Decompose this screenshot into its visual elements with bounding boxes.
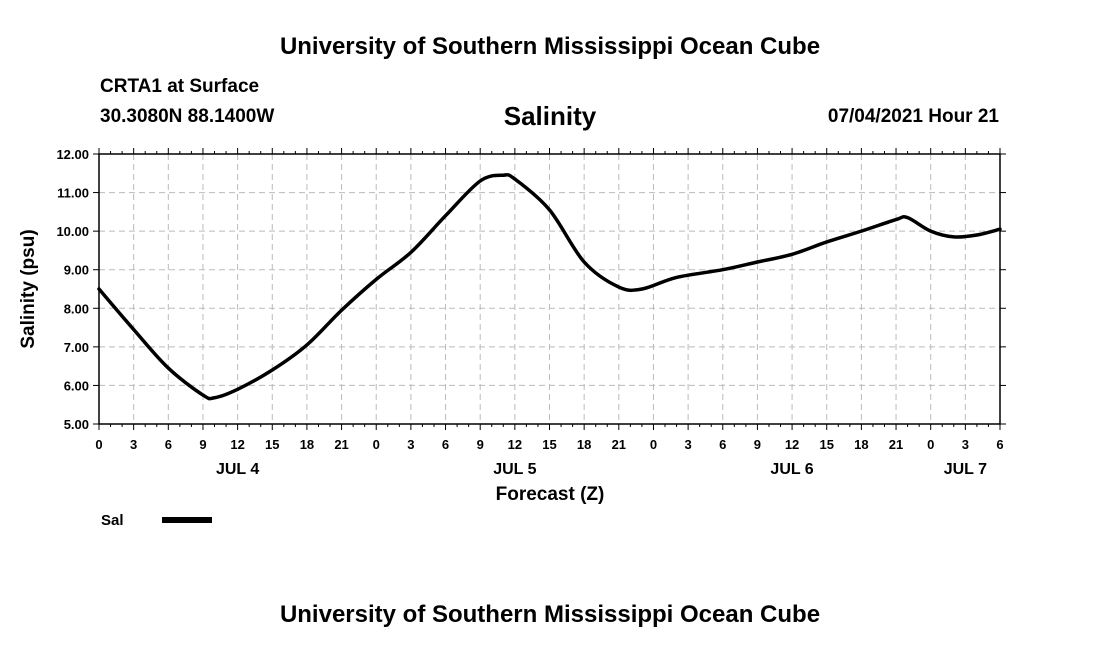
x-tick-label: 18 [300,437,314,452]
x-tick-label: 12 [230,437,244,452]
x-tick-label: 3 [130,437,137,452]
x-tick-label: 0 [927,437,934,452]
x-tick-label: 3 [962,437,969,452]
x-tick-label: 9 [199,437,206,452]
x-tick-label: 0 [95,437,102,452]
x-tick-label: 6 [442,437,449,452]
x-tick-label: 3 [407,437,414,452]
x-tick-label: 15 [265,437,279,452]
y-tick-label: 5.00 [64,417,89,432]
x-tick-label: 21 [612,437,626,452]
day-label: JUL 7 [944,461,987,478]
day-labels: JUL 4 JUL 5 JUL 6 JUL 7 [216,461,987,478]
y-axis-label: Salinity (psu) [18,229,39,348]
y-tick-label: 6.00 [64,378,89,393]
x-axis-ticks: 0 3 6 9 12 15 18 21 0 3 6 9 12 15 18 21 0 3 6 9 12 15 18 21 0 3 6 [95,148,1004,452]
x-tick-label: 21 [334,437,348,452]
x-tick-label: 21 [889,437,903,452]
legend-label: Sal [101,512,124,529]
x-tick-label: 6 [165,437,172,452]
y-tick-label: 7.00 [64,340,89,355]
x-tick-label: 3 [684,437,691,452]
variable-title: Salinity [503,101,597,131]
x-tick-label: 15 [542,437,556,452]
x-tick-label: 0 [650,437,657,452]
y-tick-label: 9.00 [64,263,89,278]
x-tick-label: 9 [477,437,484,452]
day-label: JUL 4 [216,461,259,478]
page-title: University of Southern Mississippi Ocean… [279,33,821,60]
y-tick-label: 11.00 [57,186,89,201]
forecast-datetime: 07/04/2021 Hour 21 [827,106,999,127]
x-tick-label: 12 [785,437,799,452]
series-line-sal [97,173,1002,401]
y-tick-label: 10.00 [56,224,89,239]
plot-frame [98,153,1001,425]
y-axis-ticks: 5.00 6.00 7.00 8.00 9.00 10.00 11.00 12.00 [56,147,1006,432]
y-tick-label: 12.00 [56,147,89,162]
y-tick-label: 8.00 [64,301,89,316]
day-label: JUL 6 [770,461,813,478]
footer-title: University of Southern Mississippi Ocean… [279,601,821,628]
station-coordinates: 30.3080N 88.1400W [100,106,275,127]
x-tick-label: 12 [508,437,522,452]
x-tick-label: 0 [373,437,380,452]
grid-lines [99,154,1000,424]
x-tick-label: 6 [719,437,726,452]
station-name: CRTA1 at Surface [100,76,260,97]
x-tick-label: 9 [754,437,761,452]
x-tick-label: 15 [819,437,833,452]
x-axis-label: Forecast (Z) [496,484,605,505]
day-label: JUL 5 [493,461,536,478]
x-tick-label: 18 [854,437,868,452]
x-tick-label: 18 [577,437,591,452]
x-tick-label: 6 [996,437,1003,452]
